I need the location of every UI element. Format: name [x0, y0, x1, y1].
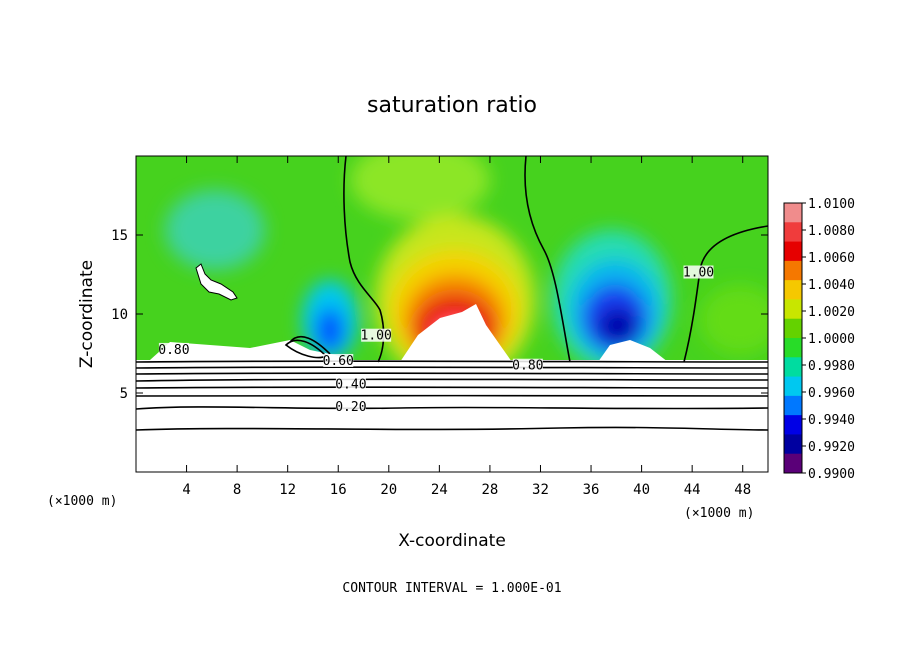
- colorbar-swatch: [784, 453, 802, 474]
- blob-l: [165, 190, 265, 270]
- x-axis-ticks: 4 8 12 16 20 24 28 32 36 40 44 48: [182, 156, 751, 498]
- colorbar-swatch: [784, 357, 802, 378]
- white-hot-core: [400, 304, 512, 362]
- blob-a: [350, 156, 490, 220]
- y-tick-label: 15: [111, 228, 128, 244]
- white-cold-core: [598, 340, 668, 362]
- x-tick-label: 40: [633, 482, 650, 498]
- blob-m: [700, 285, 768, 355]
- contour-label-bg: [335, 399, 366, 413]
- colorbar-swatch: [784, 318, 802, 339]
- colorbar-label: 0.9960: [808, 386, 855, 401]
- contour-label: 1.00: [683, 266, 714, 281]
- colorbar-label: 0.9940: [808, 413, 855, 428]
- colorbar-swatch: [784, 222, 802, 243]
- contour-left-cell-2: [289, 336, 331, 355]
- contour-label-bg: [361, 328, 392, 342]
- y-tick-label: 10: [111, 307, 128, 323]
- x-tick-label: 44: [684, 482, 701, 498]
- contour-0.70: [136, 372, 768, 375]
- contour-0.50: [136, 386, 768, 389]
- colorbar-swatch: [784, 299, 802, 320]
- colorbar-swatch: [784, 415, 802, 435]
- contour-0.80-b: [136, 366, 768, 369]
- colorbar-swatch: [784, 434, 802, 455]
- x-tick-label: 48: [734, 482, 751, 498]
- colorbar-swatch: [784, 338, 802, 358]
- x-unit-left: (×1000 m): [47, 494, 117, 509]
- x-tick-label: 36: [583, 482, 600, 498]
- contour-0.20: [136, 406, 768, 410]
- contour-lines: [136, 156, 768, 431]
- contour-label: 1.00: [361, 329, 392, 344]
- contour-label: 0.40: [335, 378, 366, 393]
- colorbar-label: 1.0060: [808, 251, 855, 266]
- contour-label: 0.60: [323, 354, 354, 369]
- x-tick-label: 28: [481, 482, 498, 498]
- x-tick-label: 4: [182, 482, 190, 498]
- colorbar-label: 0.9920: [808, 440, 855, 455]
- contour-0.10: [136, 426, 768, 431]
- contour-label-bg: [512, 358, 543, 372]
- x-tick-label: 12: [279, 482, 296, 498]
- x-unit-right: (×1000 m): [684, 506, 754, 521]
- blob-i: [598, 308, 638, 344]
- colorbar-label: 0.9980: [808, 359, 855, 374]
- x-tick-label: 8: [233, 482, 241, 498]
- contour-label-bg: [323, 353, 354, 367]
- contour-0.60: [136, 378, 768, 382]
- x-tick-label: 16: [330, 482, 347, 498]
- contour-label: 0.80: [512, 359, 543, 374]
- blob-k: [316, 308, 344, 352]
- colorbar-swatch: [784, 241, 802, 262]
- white-lower-band: [136, 360, 768, 472]
- x-tick-label: 24: [431, 482, 448, 498]
- colorbar-label: 1.0040: [808, 278, 855, 293]
- isolated-patch: [195, 263, 238, 301]
- y-tick-label: 5: [120, 386, 128, 402]
- x-axis-label: X-coordinate: [398, 531, 506, 551]
- x-tick-label: 20: [380, 482, 397, 498]
- y-axis-ticks: 5 10 15: [111, 228, 768, 402]
- colorbar: 1.0100 1.0080 1.0060 1.0040 1.0020 1.0000 0.99…: [783, 197, 855, 482]
- colorbar-label: 1.0080: [808, 224, 855, 239]
- contour-label-bg: [158, 342, 189, 356]
- x-tick-label: 32: [532, 482, 549, 498]
- chart-title: saturation ratio: [367, 93, 537, 118]
- contour-1.00-mid: [524, 156, 571, 363]
- contour-interval-note: CONTOUR INTERVAL = 1.000E-01: [342, 581, 561, 596]
- contour-label-bg: [335, 377, 366, 391]
- contour-0.80-top: [136, 360, 768, 363]
- colorbar-swatch: [784, 203, 802, 223]
- colorbar-label: 1.0000: [808, 332, 855, 347]
- colorbar-label: 1.0100: [808, 197, 855, 212]
- colorbar-label: 1.0020: [808, 305, 855, 320]
- colorbar-swatch: [784, 260, 802, 281]
- colorbar-swatch: [784, 376, 802, 397]
- y-axis-label: Z-coordinate: [77, 260, 97, 368]
- colorbar-swatch: [784, 280, 802, 300]
- contour-labels: 0.80 0.60 0.40 0.20 1.00 0.80 1.00: [158, 265, 714, 415]
- contour-label-bg: [683, 265, 714, 279]
- saturation-field: [136, 156, 768, 472]
- colorbar-label: 0.9900: [808, 467, 855, 482]
- colorbar-swatch: [784, 395, 802, 416]
- contour-label: 0.80: [158, 343, 189, 358]
- contour-label: 0.20: [335, 400, 366, 415]
